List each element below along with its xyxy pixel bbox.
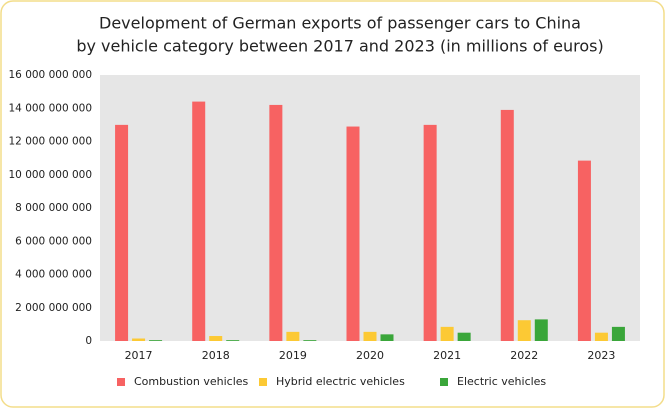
bar xyxy=(500,109,514,341)
legend-label: Electric vehicles xyxy=(457,375,546,388)
x-tick-label: 2017 xyxy=(125,349,153,362)
bar xyxy=(534,319,548,341)
bar xyxy=(594,332,608,341)
y-tick-label: 4 000 000 000 xyxy=(15,269,92,281)
bar xyxy=(457,332,471,341)
x-tick-label: 2023 xyxy=(587,349,615,362)
bar xyxy=(192,101,206,341)
y-tick-label: 10 000 000 000 xyxy=(9,169,93,181)
x-tick-label: 2021 xyxy=(433,349,461,362)
bar xyxy=(517,320,531,341)
bar xyxy=(132,338,146,341)
bar xyxy=(286,331,300,341)
bar xyxy=(115,124,129,341)
plot-area xyxy=(100,75,640,341)
legend-marker xyxy=(440,378,448,386)
y-tick-label: 12 000 000 000 xyxy=(9,136,93,148)
bar xyxy=(577,160,591,341)
bar xyxy=(346,126,360,341)
y-tick-label: 2 000 000 000 xyxy=(15,302,92,314)
bar xyxy=(363,331,377,341)
bar xyxy=(149,340,163,341)
legend-marker xyxy=(259,378,267,386)
y-tick-label: 0 xyxy=(85,335,92,347)
legend-marker xyxy=(117,378,125,386)
bar xyxy=(440,326,454,341)
x-tick-label: 2019 xyxy=(279,349,307,362)
y-tick-label: 8 000 000 000 xyxy=(15,202,92,214)
y-tick-label: 14 000 000 000 xyxy=(9,102,93,114)
bar xyxy=(611,326,625,341)
bar xyxy=(269,104,283,341)
chart-title: Development of German exports of passeng… xyxy=(99,14,581,33)
bar xyxy=(226,340,240,341)
legend-label: Hybrid electric vehicles xyxy=(276,375,405,388)
legend-label: Combustion vehicles xyxy=(134,375,249,388)
bar xyxy=(209,336,223,341)
y-tick-label: 6 000 000 000 xyxy=(15,235,92,247)
y-tick-label: 16 000 000 000 xyxy=(9,69,93,81)
x-tick-label: 2022 xyxy=(510,349,538,362)
bar xyxy=(423,124,437,341)
bar xyxy=(380,334,394,341)
x-tick-label: 2018 xyxy=(202,349,230,362)
chart-title: by vehicle category between 2017 and 202… xyxy=(76,37,603,56)
bar xyxy=(303,340,317,341)
x-tick-label: 2020 xyxy=(356,349,384,362)
